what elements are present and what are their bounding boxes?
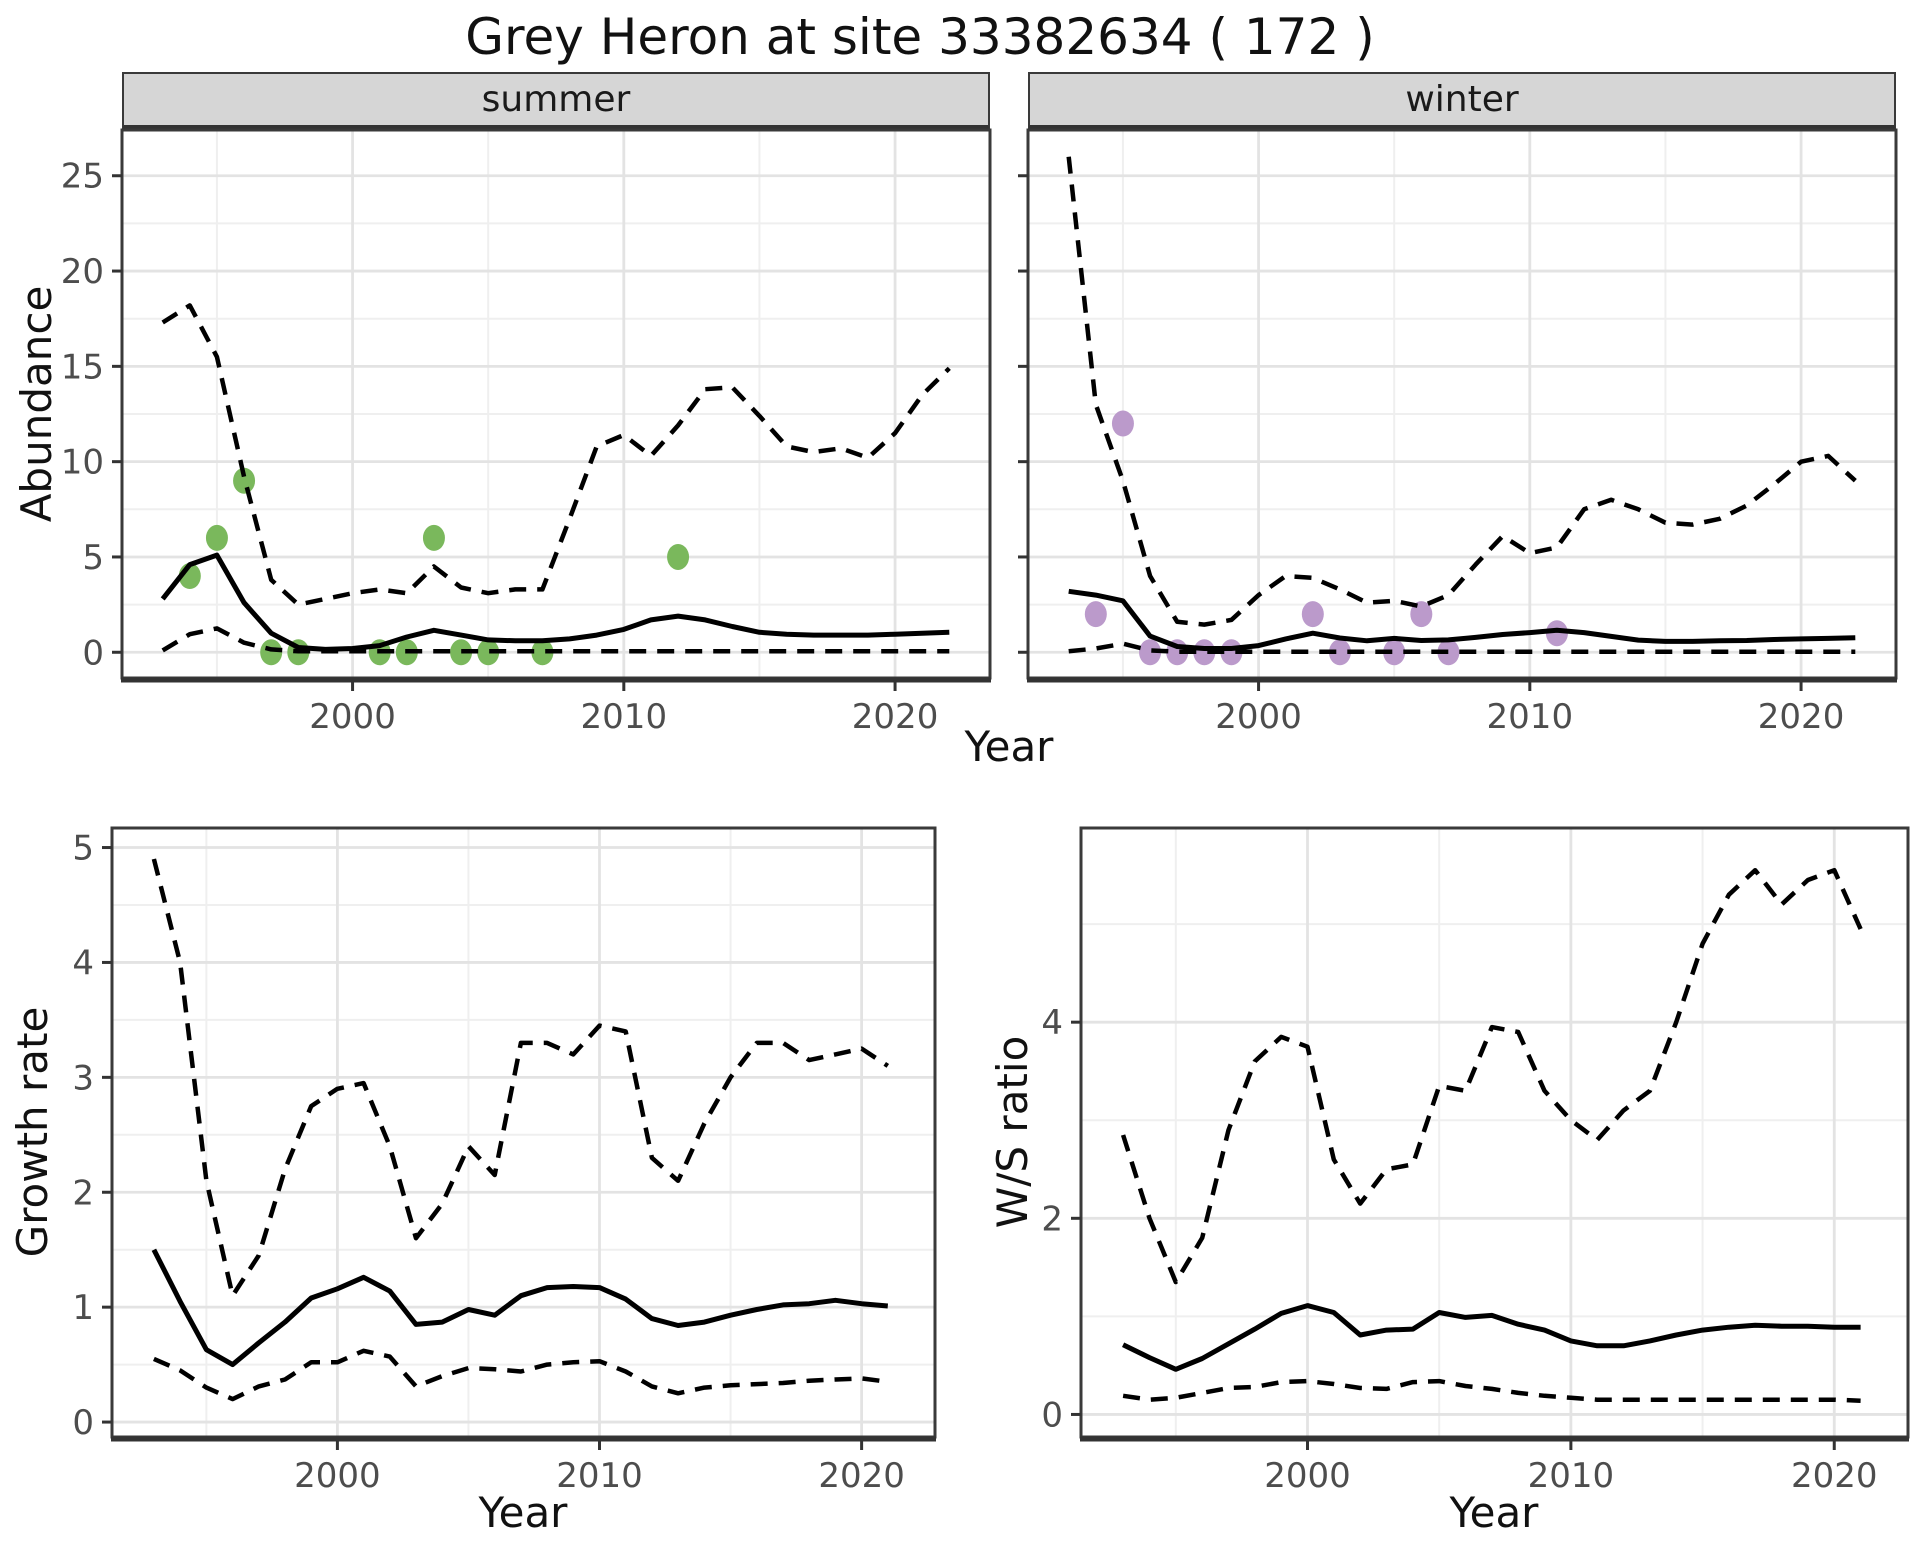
x-tick-label: 2000 <box>294 1456 381 1496</box>
facet-strip-winter: winter <box>1028 72 1896 130</box>
data-point <box>531 639 554 666</box>
growth_rate-median-line <box>151 1248 889 1368</box>
abundance-axis-title: Abundance <box>12 285 61 523</box>
y-tick-label: 0 <box>82 633 104 673</box>
y-tick-label: 1 <box>72 1288 94 1328</box>
data-point <box>1301 601 1324 628</box>
plot-title: Grey Heron at site 33382634 ( 172 ) <box>465 8 1375 66</box>
y-tick-label: 20 <box>61 252 104 292</box>
x-tick-label: 2020 <box>1758 697 1845 737</box>
abundance_winter-median-line <box>1068 588 1856 651</box>
x-tick-label: 2010 <box>581 697 668 737</box>
data-point <box>260 639 283 666</box>
ws_ratio-median-line <box>1122 1303 1861 1372</box>
y-tick-label: 4 <box>72 943 94 983</box>
facet-strip-winter-label: winter <box>1405 79 1519 120</box>
abundance_summer-median-line <box>160 552 950 652</box>
abundance_winter-lower_ci-line <box>1068 641 1856 654</box>
y-tick-label: 0 <box>1041 1395 1063 1435</box>
panel-abundance_winter: 2000 2010 2020 <box>1018 128 1898 737</box>
year-axis-title-ws: Year <box>1449 1488 1539 1537</box>
abundance_winter-upper_ci-line <box>1066 156 1857 627</box>
data-point <box>233 467 256 494</box>
x-tick-label: 2000 <box>309 697 396 737</box>
data-point <box>477 639 500 666</box>
y-tick-label: 5 <box>72 829 94 869</box>
x-tick-label: 2020 <box>852 697 939 737</box>
data-point <box>1111 410 1134 437</box>
data-point <box>450 639 473 666</box>
growth-rate-axis-title: Growth rate <box>8 1006 57 1258</box>
y-tick-label: 3 <box>72 1058 94 1098</box>
growth_rate-lower_ci-line <box>152 1348 889 1402</box>
x-tick-label: 2010 <box>1487 697 1574 737</box>
x-tick-label: 2000 <box>1264 1456 1351 1496</box>
y-tick-label: 15 <box>61 347 104 387</box>
x-tick-label: 2010 <box>556 1456 643 1496</box>
x-tick-label: 2000 <box>1215 697 1302 737</box>
x-tick-label: 2020 <box>818 1456 905 1496</box>
data-point <box>1084 601 1107 628</box>
panel-ws_ratio: 2000 2010 2020 0 2 4 <box>1041 826 1910 1496</box>
data-point <box>1410 601 1433 628</box>
y-tick-label: 25 <box>61 157 104 197</box>
data-point <box>422 524 445 551</box>
ws_ratio-upper_ci-line <box>1120 867 1863 1285</box>
facet-strip-summer-label: summer <box>481 79 631 120</box>
y-tick-label: 4 <box>1041 1003 1063 1043</box>
y-tick-label: 0 <box>72 1403 94 1443</box>
y-tick-label: 5 <box>82 538 104 578</box>
year-axis-title-growth: Year <box>478 1488 568 1537</box>
winter_counts-points <box>1084 410 1568 666</box>
y-tick-label: 10 <box>61 443 104 483</box>
ws-ratio-axis-title: W/S ratio <box>988 1035 1037 1229</box>
abundance_summer-upper_ci-line <box>161 303 951 607</box>
ws_ratio-lower_ci-line <box>1122 1378 1861 1403</box>
year-axis-title-top: Year <box>964 722 1054 771</box>
growth_rate-upper_ci-line <box>151 858 890 1298</box>
data-point <box>667 543 690 570</box>
x-tick-label: 2020 <box>1791 1456 1878 1496</box>
data-point <box>205 524 228 551</box>
x-tick-label: 2010 <box>1528 1456 1615 1496</box>
panel-growth_rate: 2000 2010 2020 0 1 2 3 4 5 <box>72 826 937 1496</box>
data-point <box>1437 639 1460 666</box>
y-tick-label: 2 <box>1041 1199 1063 1239</box>
facet-strip-summer: summer <box>122 72 990 130</box>
panel-abundance_summer: 2000 2010 2020 0 5 10 15 20 25 <box>61 128 992 737</box>
data-point <box>1383 639 1406 666</box>
data-point <box>1139 639 1162 666</box>
data-point <box>1545 620 1568 647</box>
abundance_summer-lower_ci-line <box>161 626 950 654</box>
y-tick-label: 2 <box>72 1173 94 1213</box>
data-point <box>1328 639 1351 666</box>
